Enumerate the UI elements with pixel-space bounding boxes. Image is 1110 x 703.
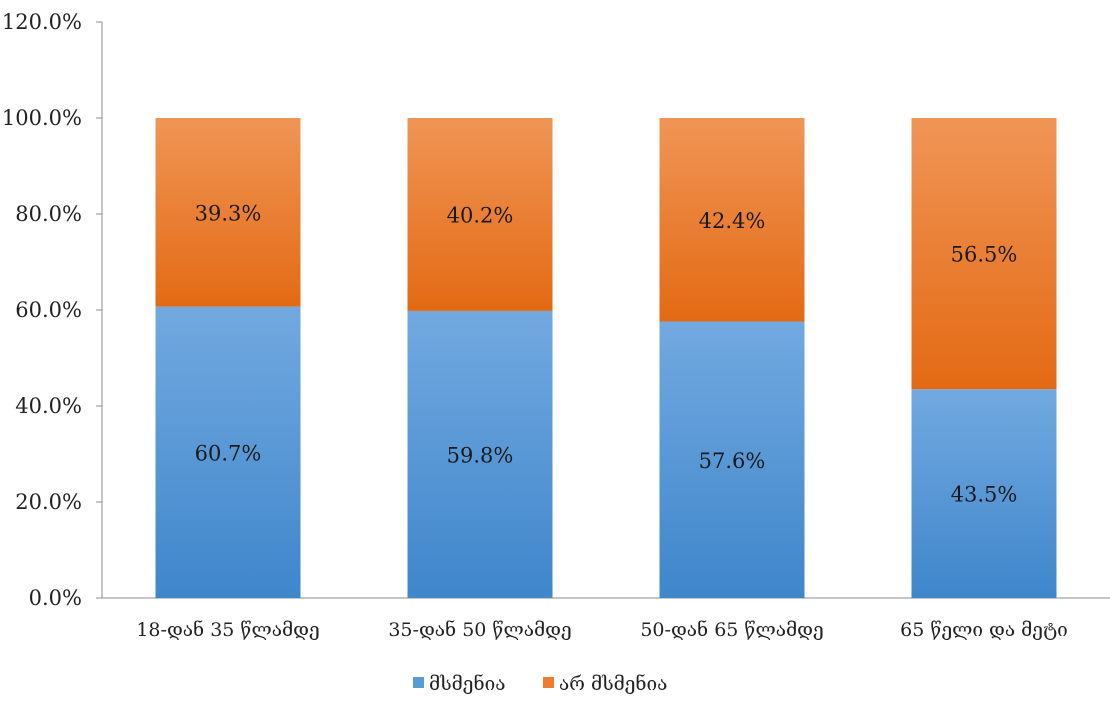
bar-segment	[155, 118, 301, 307]
data-label: 40.2%	[447, 203, 514, 227]
x-category-label: 65 წელი და მეტი	[900, 619, 1068, 641]
data-label: 43.5%	[951, 483, 1018, 507]
y-tick-label: 80.0%	[15, 202, 82, 226]
x-category-label: 35-დან 50 წლამდე	[388, 619, 571, 641]
data-label: 60.7%	[195, 441, 262, 465]
data-label: 42.4%	[699, 209, 766, 233]
bar-segment	[911, 118, 1057, 390]
bar-segment	[911, 389, 1057, 598]
bar-segment	[155, 306, 301, 598]
legend: მსმენია არ მსმენია	[413, 673, 667, 695]
data-label: 59.8%	[447, 443, 514, 467]
bars	[155, 118, 1057, 598]
legend-swatch	[543, 677, 554, 688]
data-label: 39.3%	[195, 201, 262, 225]
y-tick-label: 0.0%	[29, 586, 82, 610]
y-tick-label: 40.0%	[15, 394, 82, 418]
y-tick-label: 100.0%	[2, 106, 82, 130]
legend-label: მსმენია	[429, 673, 506, 695]
legend-swatch	[413, 677, 424, 688]
y-tick-label: 60.0%	[15, 298, 82, 322]
bar-segment	[659, 321, 805, 598]
axes: 0.0% 20.0% 40.0% 60.0% 80.0% 100.0% 120.0% 18-დ…	[2, 10, 1110, 641]
bar-segment	[407, 310, 553, 598]
x-category-label: 18-დან 35 წლამდე	[136, 619, 319, 641]
data-label: 57.6%	[699, 449, 766, 473]
data-labels: 60.7% 39.3% 59.8% 40.2% 57.6% 42.4% 43.5% 56.5%	[195, 201, 1018, 506]
y-tick-label: 120.0%	[2, 10, 82, 34]
y-tick-label: 20.0%	[15, 490, 82, 514]
x-category-label: 50-დან 65 წლამდე	[640, 619, 823, 641]
bar-segment	[659, 118, 805, 322]
bar-segment	[407, 118, 553, 311]
legend-label: არ მსმენია	[559, 673, 667, 695]
data-label: 56.5%	[951, 243, 1018, 267]
